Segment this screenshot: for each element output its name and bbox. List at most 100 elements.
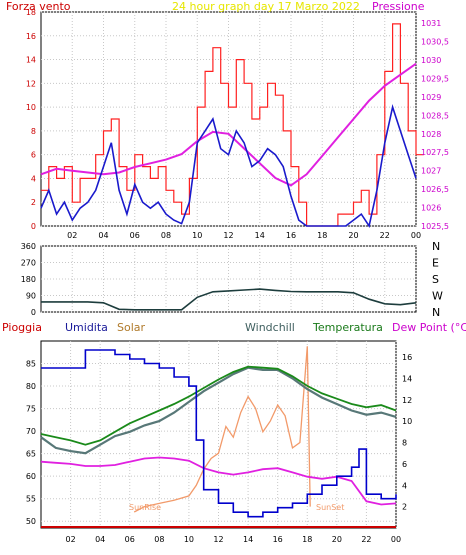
- temperature-line: [40, 365, 397, 446]
- windchill-line: [40, 366, 397, 455]
- humidity-line: [41, 349, 397, 518]
- pressure-series: [40, 62, 417, 187]
- wind-x-tick-label: 18: [317, 231, 327, 240]
- temperature-y-tick-label: 12: [402, 396, 412, 405]
- thermo-x-tick-label: 22: [361, 535, 371, 544]
- pressure-y-tick-label: 1027: [421, 167, 441, 176]
- sunrise-annotation: SunRise: [129, 503, 161, 512]
- pressure-line: [40, 62, 417, 187]
- temperature-y-tick-label: 4: [402, 481, 407, 490]
- humidity-y-tick-label: 65: [26, 450, 36, 459]
- wind-x-tick-label: 10: [192, 231, 202, 240]
- pressure-y-tick-label: 1025,5: [421, 222, 449, 231]
- humidity-y-tick-label: 50: [26, 517, 36, 526]
- compass-label: S: [432, 273, 439, 286]
- wind-x-tick-label: 20: [348, 231, 358, 240]
- temperature-y-tick-label: 8: [402, 439, 407, 448]
- wind-x-tick-label: 08: [161, 231, 171, 240]
- direction-line: [41, 288, 417, 311]
- thermo-series: [40, 346, 397, 528]
- pressure-y-tick-label: 1027,5: [421, 148, 449, 157]
- pressure-axis-label: Pressione: [372, 0, 425, 13]
- solar-label: Solar: [117, 321, 146, 334]
- wind-y-tick-label: 4: [31, 174, 36, 183]
- temperature-y-ticks: 2 4 6 8 10 12 14 16: [402, 353, 412, 512]
- humidity-y-tick-label: 75: [26, 405, 36, 414]
- wind-y-ticks: 0 2 4 6 8 10 12 14 16 18: [26, 8, 36, 231]
- wind-x-tick-label: 16: [286, 231, 296, 240]
- wind-x-tick-label: 06: [130, 231, 140, 240]
- temperature-label: Temperatura: [312, 321, 383, 334]
- direction-y-tick-label: 90: [26, 292, 36, 301]
- humidity-y-tick-label: 55: [26, 495, 36, 504]
- humidity-label: Umidita: [65, 321, 108, 334]
- temperature-y-tick-label: 2: [402, 503, 407, 512]
- thermo-x-ticks: 02 04 06 08 10 12 14 16 18 20 22 00: [65, 535, 401, 544]
- sunset-annotation: SunSet: [316, 503, 344, 512]
- wind-x-tick-label: 12: [223, 231, 233, 240]
- wind-y-tick-label: 10: [26, 103, 36, 112]
- temperature-y-tick-label: 14: [402, 374, 412, 383]
- thermo-x-tick-label: 08: [154, 535, 164, 544]
- direction-y-tick-label: 360: [21, 242, 36, 251]
- direction-series: [41, 288, 417, 311]
- dewpoint-label: Dew Point (°C): [392, 321, 466, 334]
- direction-grid: [41, 245, 417, 313]
- pressure-y-ticks: 1025,5 1026 1026,5 1027 1027,5 1028 1028,5 1029…: [421, 19, 449, 231]
- compass-label: E: [432, 257, 439, 270]
- thermo-x-tick-label: 04: [95, 535, 105, 544]
- wind-y-tick-label: 16: [26, 32, 36, 41]
- windchill-label: Windchill: [245, 321, 295, 334]
- wind-x-tick-label: 22: [380, 231, 390, 240]
- thermo-x-tick-label: 02: [65, 535, 75, 544]
- solar-line: [133, 346, 311, 513]
- thermo-x-tick-label: 14: [243, 535, 253, 544]
- humidity-y-tick-label: 80: [26, 382, 36, 391]
- wind-x-tick-label: 04: [98, 231, 108, 240]
- pressure-y-tick-label: 1026: [421, 204, 441, 213]
- wind-x-tick-label: 00: [411, 231, 421, 240]
- temperature-y-tick-label: 10: [402, 417, 412, 426]
- humidity-y-ticks: 50 55 60 65 70 75 80 85: [26, 360, 36, 527]
- direction-y-ticks: 0 90 180 270 360: [21, 242, 36, 317]
- wind-y-tick-label: 2: [31, 198, 36, 207]
- pressure-y-tick-label: 1029,5: [421, 74, 449, 83]
- wind-axis-label: Forza vento: [6, 0, 71, 13]
- wind-series: [40, 104, 417, 229]
- wind-x-tick-label: 02: [67, 231, 77, 240]
- direction-y-tick-label: 180: [21, 275, 36, 284]
- compass-label: N: [432, 306, 440, 319]
- pressure-y-tick-label: 1030,5: [421, 38, 449, 47]
- humidity-y-tick-label: 70: [26, 427, 36, 436]
- wind-x-tick-label: 14: [255, 231, 265, 240]
- humidity-y-tick-label: 85: [26, 360, 36, 369]
- pressure-y-tick-label: 1028: [421, 130, 441, 139]
- wind-y-tick-label: 18: [26, 8, 36, 17]
- humidity-y-tick-label: 60: [26, 472, 36, 481]
- thermo-x-tick-label: 00: [391, 535, 401, 544]
- gust-series: [41, 23, 424, 227]
- thermo-x-tick-label: 06: [125, 535, 135, 544]
- thermo-x-tick-label: 16: [273, 535, 283, 544]
- wind-y-tick-label: 14: [26, 56, 36, 65]
- thermo-x-tick-label: 18: [302, 535, 312, 544]
- wind-plot-area: [40, 11, 417, 227]
- chart-title: 24 hour graph day 17 Marzo 2022: [172, 0, 360, 13]
- pressure-y-tick-label: 1031: [421, 19, 441, 28]
- wind-y-tick-label: 6: [31, 151, 36, 160]
- pressure-y-tick-label: 1029: [421, 93, 441, 102]
- pressure-y-tick-label: 1028,5: [421, 111, 449, 120]
- thermo-x-tick-label: 12: [213, 535, 223, 544]
- compass-label: W: [432, 290, 443, 303]
- wind-line: [40, 104, 417, 229]
- thermo-x-tick-label: 20: [332, 535, 342, 544]
- compass-label: N: [432, 240, 440, 253]
- temperature-y-tick-label: 6: [402, 460, 407, 469]
- wind-y-tick-label: 8: [31, 127, 36, 136]
- direction-y-tick-label: 270: [21, 259, 36, 268]
